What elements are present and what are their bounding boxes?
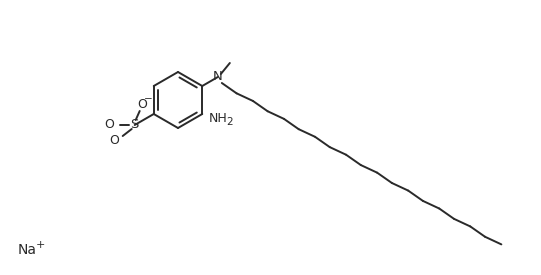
Text: S: S <box>130 119 139 131</box>
Text: N: N <box>213 70 223 84</box>
Text: NH: NH <box>209 111 228 125</box>
Text: +: + <box>36 240 45 250</box>
Text: −: − <box>144 94 153 104</box>
Text: Na: Na <box>18 243 37 257</box>
Text: O: O <box>104 119 114 131</box>
Text: 2: 2 <box>226 117 233 127</box>
Text: O: O <box>137 98 147 111</box>
Text: O: O <box>109 134 118 147</box>
